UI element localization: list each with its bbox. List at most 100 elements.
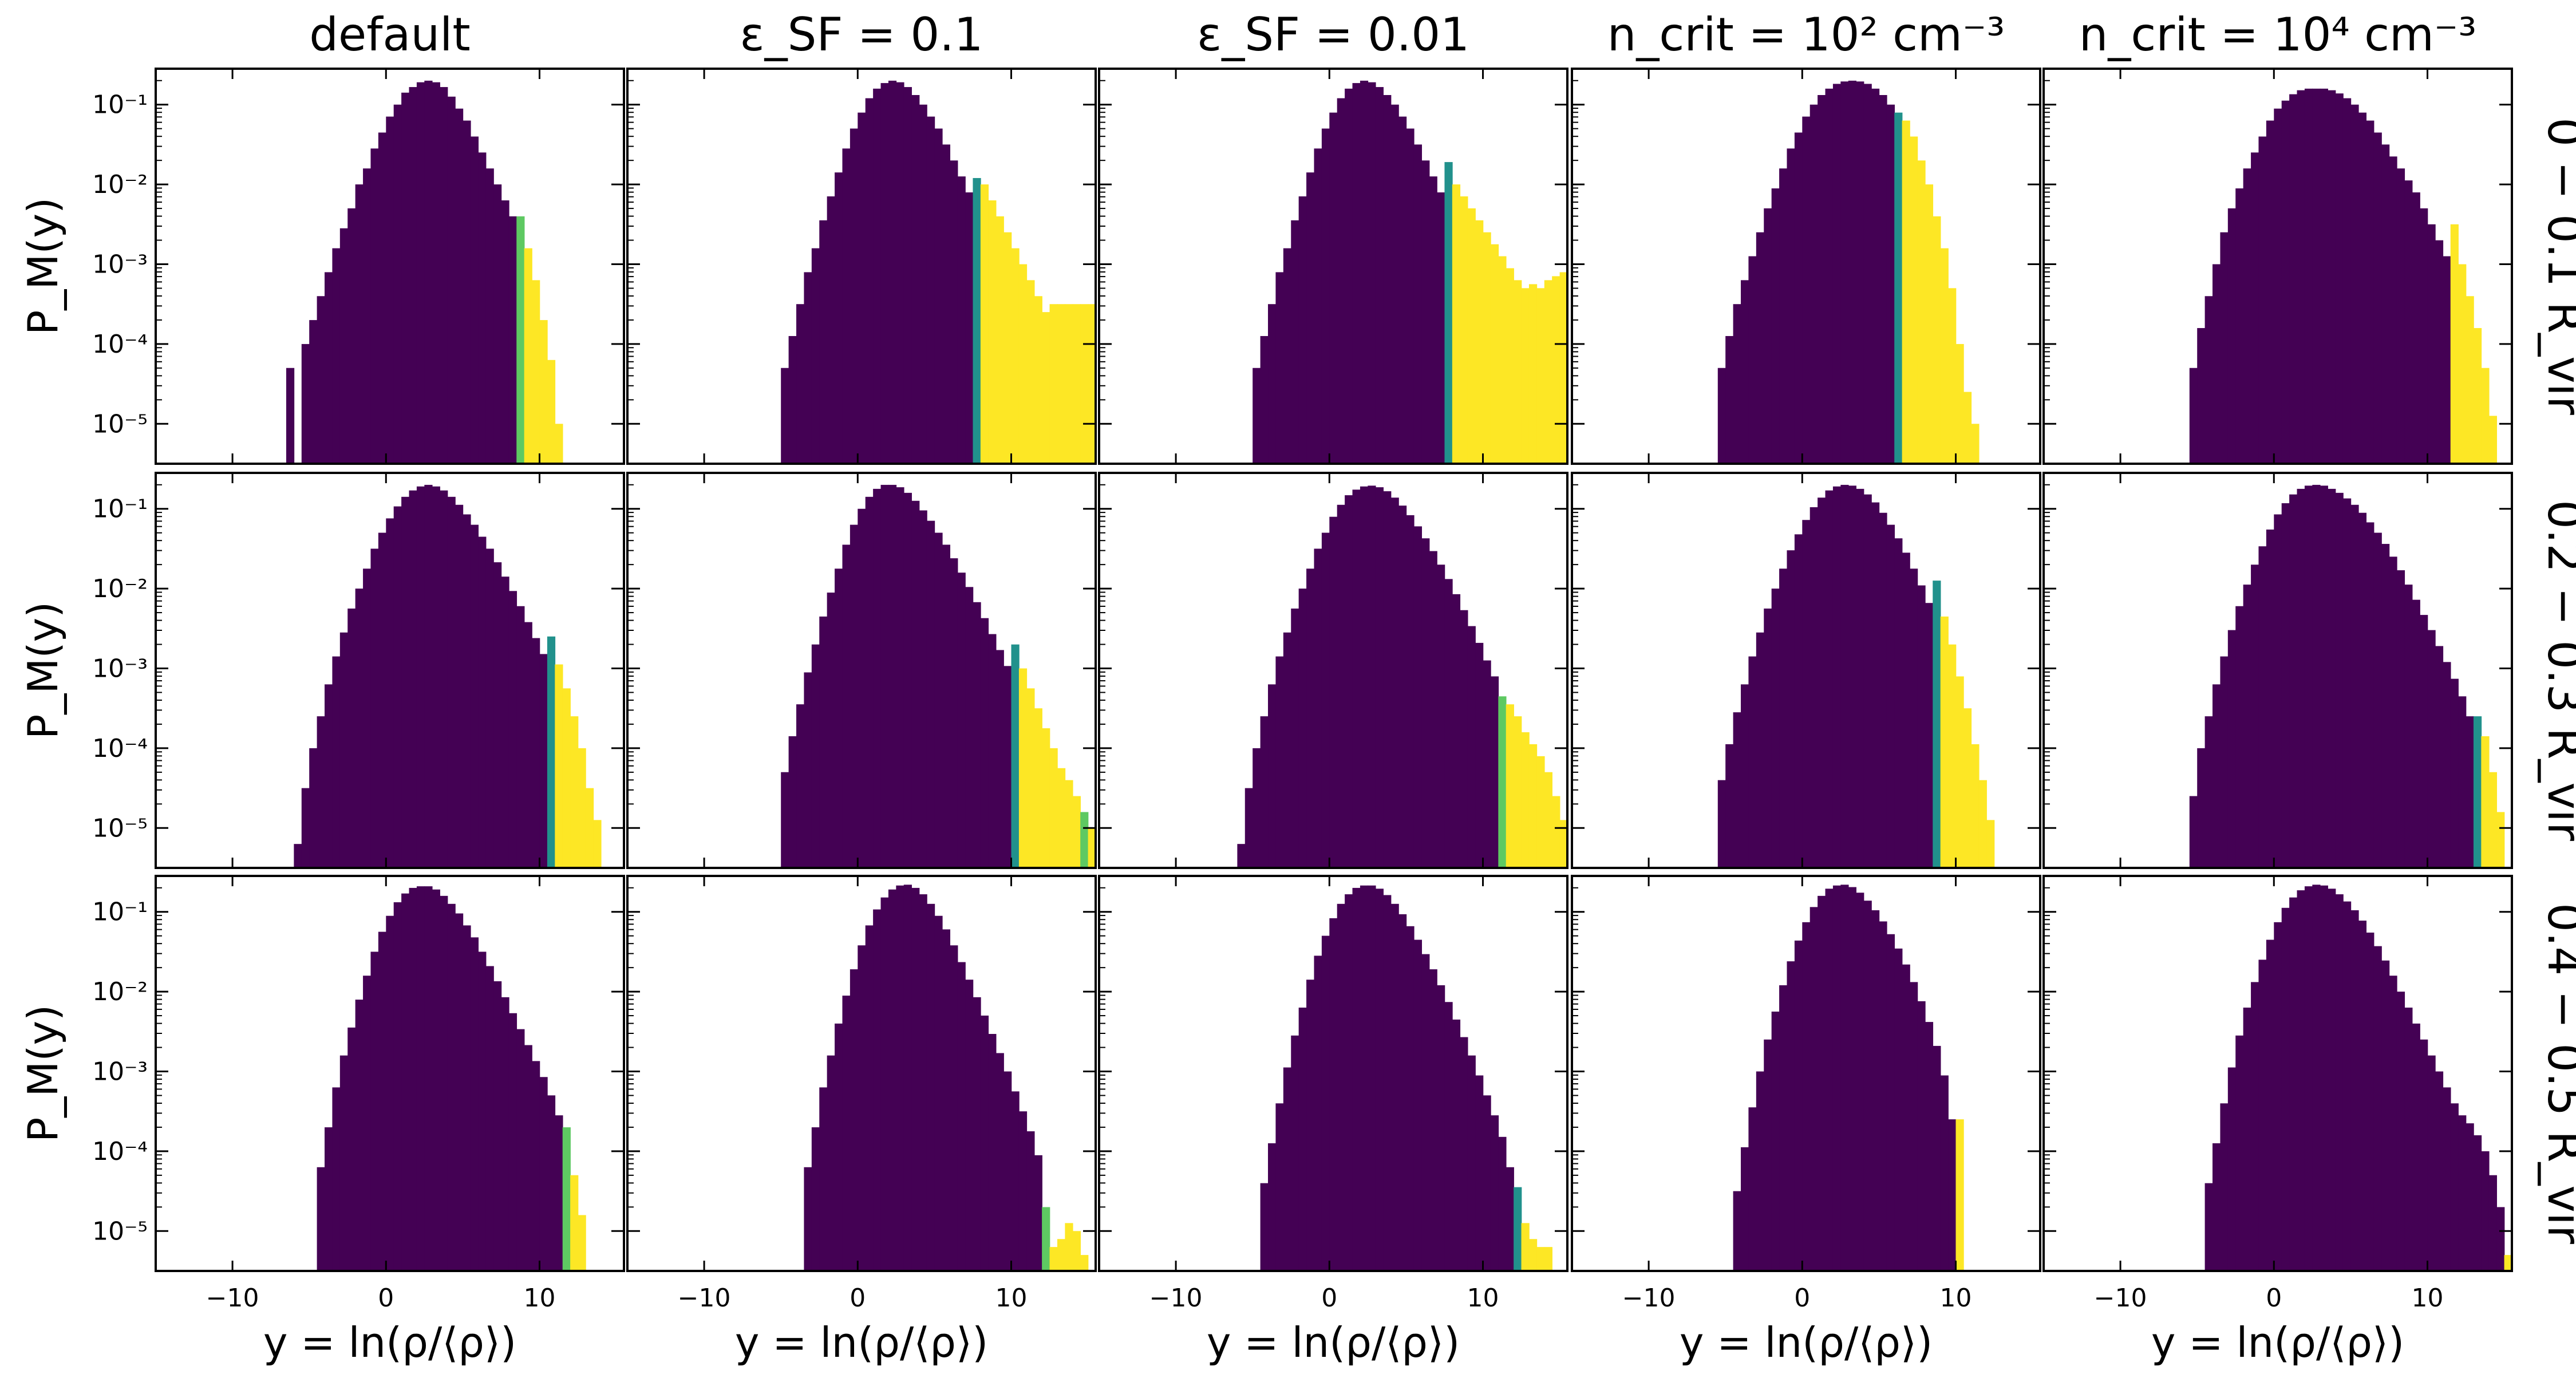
histogram-bar <box>347 608 356 868</box>
histogram-bar <box>1794 132 1803 464</box>
histogram-bar <box>1057 1239 1066 1271</box>
histogram-bar <box>1306 980 1315 1271</box>
panel-frame <box>1571 472 2041 869</box>
histogram-bar <box>2227 1067 2237 1271</box>
histogram-bar <box>508 591 517 868</box>
histogram-bar <box>2342 901 2352 1271</box>
histogram-bar <box>1406 128 1415 464</box>
histogram-bar <box>2258 960 2267 1271</box>
panel-frame <box>1098 68 1568 465</box>
histogram-bar <box>1283 1067 1292 1271</box>
column-title: ε_SF = 0.01 <box>1197 8 1469 61</box>
histogram-bar <box>827 1055 835 1271</box>
histogram-bar <box>1306 172 1315 464</box>
histogram-bar <box>1490 1115 1499 1271</box>
histogram-bar <box>2335 93 2344 464</box>
histogram-bar <box>835 172 843 464</box>
histogram-bar <box>1383 895 1392 1271</box>
histogram-bar <box>1940 1075 1949 1271</box>
histogram-bar <box>478 152 487 464</box>
histogram-bar <box>988 634 997 868</box>
histogram-bar <box>1321 935 1330 1271</box>
histogram-bar <box>2289 897 2298 1271</box>
histogram-bar <box>1065 780 1073 868</box>
histogram-bar <box>1345 88 1353 464</box>
histogram-bar <box>1948 644 1957 868</box>
histogram-bar <box>1437 192 1445 464</box>
histogram-bar <box>332 656 341 868</box>
histogram-bar <box>1948 1119 1957 1271</box>
histogram-bar <box>562 1127 571 1271</box>
histogram-bar <box>880 484 889 868</box>
histogram-bar <box>1042 312 1050 464</box>
histogram-bar <box>1429 969 1437 1271</box>
histogram-bar <box>1978 780 1987 868</box>
x-tick-label: 10 <box>995 1284 1027 1313</box>
histogram-bar <box>1072 796 1081 868</box>
histogram-bar <box>570 1175 579 1271</box>
histogram-bar <box>1940 616 1949 868</box>
histogram-bar <box>1802 922 1811 1271</box>
histogram-bar <box>1840 885 1849 1271</box>
histogram-bar <box>2342 498 2352 868</box>
column-title: n_crit = 10² cm⁻³ <box>1607 8 2005 61</box>
histogram-bar <box>455 913 464 1271</box>
histogram-bar <box>2389 156 2397 464</box>
histogram-bar <box>2473 1135 2482 1271</box>
histogram-bar <box>2420 615 2428 868</box>
histogram-bar <box>1467 626 1476 868</box>
histogram-bar <box>2251 564 2259 868</box>
y-tick-label: 10⁻⁵ <box>92 409 148 439</box>
histogram-bar <box>2220 656 2229 868</box>
histogram-bar <box>1018 1111 1028 1271</box>
panel-r2-c4: −10 0 10y = ln(ρ/⟨ρ⟩) <box>2042 875 2513 1367</box>
histogram-bar <box>317 296 325 464</box>
histogram-bar <box>1275 1103 1284 1271</box>
histogram-bar <box>1337 903 1345 1271</box>
histogram-bar <box>1368 485 1376 868</box>
histogram-bar <box>957 572 966 868</box>
histogram-bar <box>386 518 394 868</box>
histogram-bar <box>980 1015 989 1271</box>
histogram-bar <box>1483 660 1491 868</box>
histogram-bar <box>2443 662 2451 868</box>
panel-r2-c1: −10 0 10y = ln(ρ/⟨ρ⟩) <box>626 875 1097 1367</box>
histogram-bar <box>1886 934 1895 1271</box>
histogram-bar <box>1375 889 1384 1271</box>
histogram-bar <box>1733 304 1741 464</box>
histogram-bar <box>2289 494 2298 868</box>
histogram-bar <box>788 335 797 464</box>
histogram-bar <box>1925 184 1934 464</box>
histogram-bar <box>1406 515 1415 868</box>
histogram-bar <box>1506 1167 1514 1271</box>
histogram-bar <box>865 496 874 868</box>
histogram-bar <box>1003 1071 1012 1271</box>
histogram-bar <box>532 1061 540 1271</box>
histogram-bar <box>2297 90 2305 464</box>
x-tick-label: 10 <box>1467 1284 1499 1313</box>
y-axis-label: P_M(y) <box>19 198 67 335</box>
histogram-bar <box>2396 570 2405 868</box>
histogram-bar <box>1818 95 1826 464</box>
histogram-bar <box>1329 918 1338 1271</box>
histogram-bar <box>317 1167 325 1271</box>
histogram-bar <box>888 889 897 1271</box>
histogram-bar <box>1291 1035 1299 1271</box>
histogram-bar <box>1413 939 1423 1271</box>
histogram-bar <box>1042 728 1050 868</box>
histogram-bar <box>547 636 556 868</box>
histogram-bar <box>2297 890 2305 1271</box>
x-axis-label: y = ln(ρ/⟨ρ⟩) <box>2151 1318 2404 1367</box>
histogram-bar <box>555 1115 563 1271</box>
histogram-bar <box>1018 264 1028 464</box>
histogram-bar <box>2274 514 2282 868</box>
histogram-bar <box>478 951 487 1271</box>
histogram-bar <box>2381 144 2390 464</box>
histogram-bar <box>2389 556 2397 868</box>
histogram-bar <box>957 962 966 1271</box>
histogram-bar <box>1748 256 1757 464</box>
histogram-bar <box>1460 1037 1468 1271</box>
panel-frame <box>626 68 1097 465</box>
histogram-bar <box>539 320 548 464</box>
histogram-bar <box>2381 960 2390 1271</box>
